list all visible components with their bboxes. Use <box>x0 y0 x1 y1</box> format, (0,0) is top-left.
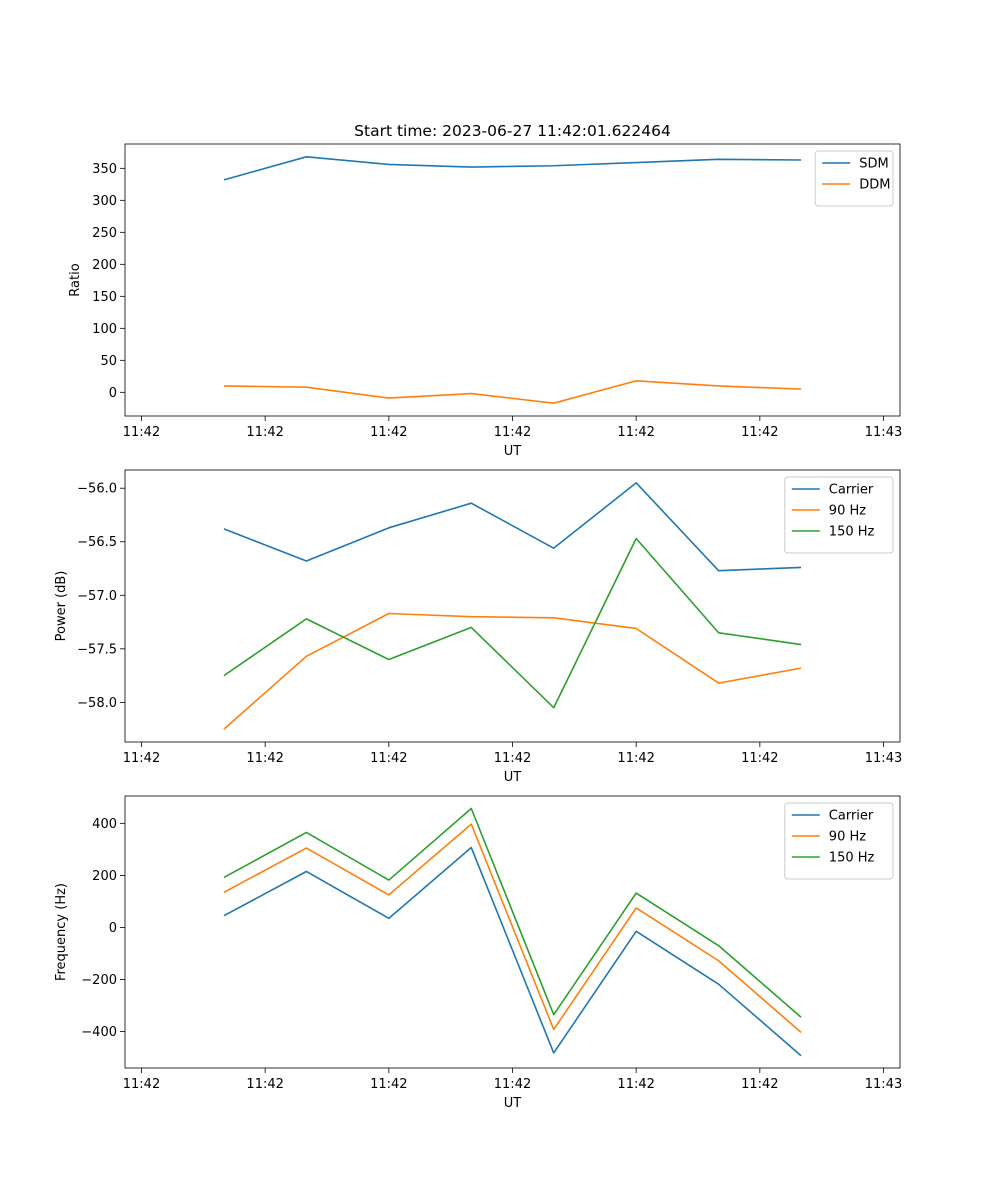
y-tick-label: 200 <box>92 258 117 273</box>
legend: Carrier 90 Hz 150 Hz <box>784 802 894 880</box>
x-axis-label: UT <box>504 770 522 785</box>
x-tick-label: 11:42 <box>494 751 531 766</box>
subplot-1: 11:42 11:42 11:42 11:42 11:42 11:42 11:43 0 50 10… <box>68 122 902 459</box>
y-tick-label: −57.5 <box>77 642 117 657</box>
y-tick-label: −200 <box>81 973 117 988</box>
x-axis-label: UT <box>504 1096 522 1111</box>
x-tick-label: 11:42 <box>741 751 778 766</box>
series-line-ddm <box>223 379 802 405</box>
legend-label: 150 Hz <box>829 525 875 540</box>
x-tick-label: 11:43 <box>865 1077 902 1092</box>
x-tick-label: 11:42 <box>123 751 160 766</box>
series-line-sdm <box>223 156 802 181</box>
legend: Carrier 90 Hz 150 Hz <box>784 476 894 554</box>
y-tick-label: 400 <box>92 817 117 832</box>
x-tick-label: 11:42 <box>246 425 283 440</box>
x-tick-label: 11:42 <box>370 1077 407 1092</box>
legend-box <box>814 150 894 207</box>
y-tick-label: 100 <box>92 322 117 337</box>
y-tick-label: −56.5 <box>77 535 117 550</box>
x-tick-label: 11:42 <box>123 1077 160 1092</box>
x-tick-label: 11:42 <box>617 751 654 766</box>
legend-box <box>784 802 894 880</box>
legend-label: 150 Hz <box>829 851 875 866</box>
chart-title: Start time: 2023-06-27 11:42:01.622464 <box>354 122 671 140</box>
x-axis-label: UT <box>504 444 522 459</box>
legend-label: 90 Hz <box>829 504 866 519</box>
x-tick-label: 11:42 <box>494 1077 531 1092</box>
plot-frame <box>124 795 901 1069</box>
series-line-carrier <box>223 482 802 572</box>
series-line-150-hz <box>223 807 802 1018</box>
y-tick-label: −57.0 <box>77 589 117 604</box>
legend-box <box>784 476 894 554</box>
x-tick-label: 11:42 <box>370 751 407 766</box>
subplot-2: 11:42 11:42 11:42 11:42 11:42 11:42 11:43 −58.0… <box>54 469 902 785</box>
x-tick-label: 11:42 <box>494 425 531 440</box>
x-tick-label: 11:42 <box>123 425 160 440</box>
plot-frame <box>124 143 901 417</box>
y-tick-label: 50 <box>100 354 117 369</box>
y-tick-label: 150 <box>92 290 117 305</box>
y-tick-label: 250 <box>92 226 117 241</box>
x-tick-label: 11:42 <box>246 1077 283 1092</box>
y-axis-label: Ratio <box>68 263 83 296</box>
y-tick-label: −400 <box>81 1025 117 1040</box>
x-tick-label: 11:42 <box>741 1077 778 1092</box>
x-tick-label: 11:42 <box>246 751 283 766</box>
legend-label: DDM <box>859 178 890 193</box>
series-line-90-hz <box>223 823 802 1033</box>
x-tick-label: 11:43 <box>865 425 902 440</box>
y-tick-label: 350 <box>92 162 117 177</box>
x-tick-label: 11:43 <box>865 751 902 766</box>
legend: SDM DDM <box>814 150 894 207</box>
y-tick-label: 0 <box>109 386 117 401</box>
y-tick-label: 300 <box>92 194 117 209</box>
series-line-150-hz <box>223 537 802 709</box>
subplot-3: 11:42 11:42 11:42 11:42 11:42 11:42 11:43 −400 −… <box>54 795 902 1111</box>
legend-label: SDM <box>859 157 888 172</box>
legend-label: Carrier <box>829 483 874 498</box>
y-tick-label: −56.0 <box>77 482 117 497</box>
legend-label: 90 Hz <box>829 830 866 845</box>
y-axis-label: Power (dB) <box>54 571 69 642</box>
x-tick-label: 11:42 <box>617 425 654 440</box>
y-tick-label: −58.0 <box>77 696 117 711</box>
series-line-90-hz <box>223 612 802 730</box>
y-tick-label: 200 <box>92 869 117 884</box>
x-tick-label: 11:42 <box>370 425 407 440</box>
x-tick-label: 11:42 <box>617 1077 654 1092</box>
x-tick-label: 11:42 <box>741 425 778 440</box>
legend-label: Carrier <box>829 809 874 824</box>
series-line-carrier <box>223 846 802 1057</box>
plot-frame <box>124 469 901 743</box>
y-tick-label: 0 <box>109 921 117 936</box>
y-axis-label: Frequency (Hz) <box>54 883 69 981</box>
